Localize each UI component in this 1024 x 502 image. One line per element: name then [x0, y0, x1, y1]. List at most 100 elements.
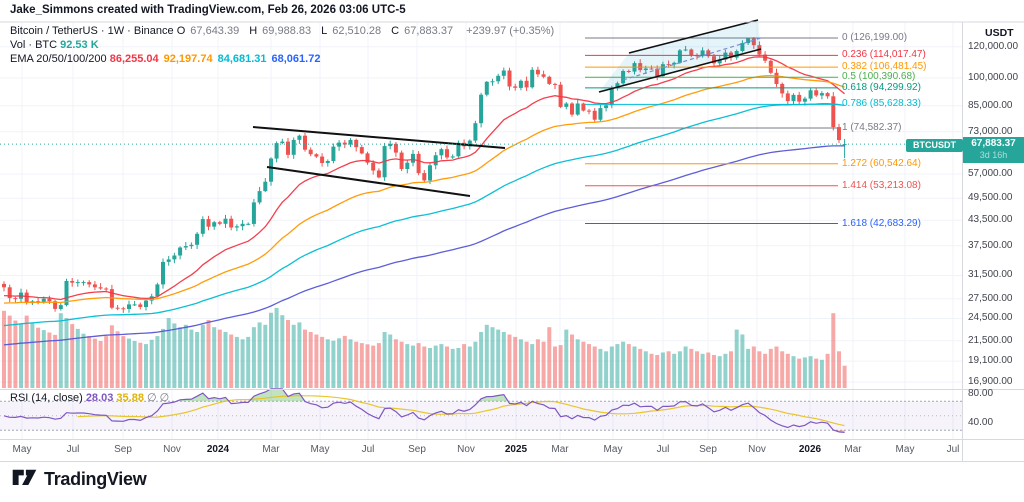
price-axis-label: 19,100.00: [968, 355, 1013, 366]
candle-body: [115, 307, 120, 309]
candle-body: [257, 191, 262, 203]
rsi-value: 28.03: [85, 392, 114, 404]
price-axis-currency: USDT: [985, 27, 1014, 39]
volume-bar: [513, 336, 518, 388]
candle-body: [337, 142, 342, 147]
candle-body: [450, 156, 455, 158]
rsi-label: RSI (14, close): [10, 392, 83, 404]
volume-bar: [558, 345, 563, 388]
time-axis-label: Sep: [114, 444, 132, 455]
candle-body: [348, 139, 353, 145]
symbol-title[interactable]: Bitcoin / TetherUS · 1W · Binance: [10, 25, 174, 37]
descending-channel-lower-line[interactable]: [266, 166, 471, 197]
candle-body: [615, 83, 620, 89]
volume-bar: [808, 356, 813, 388]
candle-body: [530, 69, 535, 88]
volume-bar: [206, 320, 211, 388]
volume-bar: [229, 334, 234, 388]
volume-bar: [405, 344, 410, 388]
volume-bar: [189, 329, 194, 388]
candle-body: [535, 69, 540, 75]
volume-bar: [621, 341, 626, 388]
ema-legend-row[interactable]: EMA 20/50/100/200 86,255.04 92,197.74 84,6…: [10, 53, 325, 65]
tradingview-logo[interactable]: TradingView: [12, 469, 147, 490]
rsi-legend-row[interactable]: RSI (14, close) 28.03 35.88 ∅ ∅: [10, 391, 169, 404]
volume-bar: [581, 341, 586, 388]
candle-body: [92, 284, 97, 288]
candle-body: [587, 110, 591, 112]
volume-bar: [399, 341, 404, 388]
fib-level-label: 1.272 (60,542.64): [842, 158, 921, 169]
rising-channel-mid-line[interactable]: [622, 37, 762, 81]
descending-channel-upper-line[interactable]: [252, 126, 506, 149]
rising-channel-lower-line[interactable]: [598, 48, 762, 93]
symbol-marker-badge[interactable]: BTCUSDT: [906, 139, 963, 152]
volume-bar: [393, 339, 398, 388]
volume-bar: [763, 353, 768, 388]
symbol-legend-row[interactable]: Bitcoin / TetherUS · 1W · Binance O 67,64…: [10, 25, 554, 37]
volume-bar: [837, 351, 841, 388]
volume-bar: [132, 341, 137, 388]
volume-bar: [518, 339, 523, 388]
candle-body: [751, 38, 756, 46]
time-axis-label: Mar: [844, 444, 862, 455]
volume-bar: [445, 346, 449, 388]
candle-body: [518, 80, 523, 88]
volume-bar: [819, 359, 824, 388]
candle-body: [155, 284, 160, 297]
volume-bar: [729, 351, 733, 388]
volume-bar: [325, 339, 330, 388]
candle-body: [371, 162, 376, 171]
ohlc-value: H 69,988.83: [249, 25, 312, 37]
candle-body: [393, 143, 398, 153]
candle-body: [200, 219, 205, 234]
candle-body: [553, 83, 557, 85]
price-axis-label: 27,500.00: [968, 293, 1013, 304]
candle-body: [263, 181, 268, 192]
candle-body: [484, 81, 489, 95]
candle-body: [825, 93, 830, 97]
fib-level-label: 0.786 (85,628.33): [842, 98, 921, 109]
volume-bar: [677, 351, 682, 388]
candle-body: [712, 56, 716, 64]
volume-bar: [439, 344, 444, 388]
candle-body: [802, 98, 807, 102]
candle-body: [445, 149, 449, 158]
ema-value: 92,197.74: [163, 53, 213, 65]
candle-body: [666, 64, 671, 66]
volume-bar: [92, 338, 97, 388]
volume-bar: [592, 346, 597, 388]
price-axis-label: 120,000.00: [968, 41, 1019, 52]
volume-bar: [467, 346, 472, 388]
volume-bar: [791, 356, 796, 388]
volume-bar: [58, 313, 63, 388]
volume-bar: [604, 351, 609, 388]
candle-body: [217, 222, 222, 224]
rsi-ma-line: [77, 394, 845, 427]
candle-body: [797, 94, 802, 102]
volume-bar: [456, 348, 461, 388]
volume-bar: [172, 323, 177, 388]
rising-channel-upper-line[interactable]: [628, 19, 759, 54]
volume-bar: [183, 324, 188, 388]
volume-bar: [41, 330, 46, 388]
volume-bar: [2, 310, 6, 388]
time-axis-label: Mar: [262, 444, 280, 455]
volume-bar: [768, 348, 773, 388]
volume-bar: [683, 346, 688, 388]
volume-bar: [700, 353, 705, 388]
candle-body: [416, 153, 421, 174]
rsi-disabled-plot-icon: ∅: [147, 392, 157, 404]
volume-bar: [638, 348, 643, 388]
candle-body: [212, 222, 217, 227]
candle-body: [473, 123, 478, 141]
volume-bar: [223, 332, 228, 388]
volume-bar: [479, 332, 484, 388]
candle-body: [183, 246, 188, 248]
volume-legend-row[interactable]: Vol · BTC 92.53 K: [10, 39, 99, 51]
volume-bar: [195, 332, 200, 388]
candle-body: [717, 59, 722, 64]
candle-body: [138, 304, 143, 307]
price-axis-label: 16,900.00: [968, 376, 1013, 387]
